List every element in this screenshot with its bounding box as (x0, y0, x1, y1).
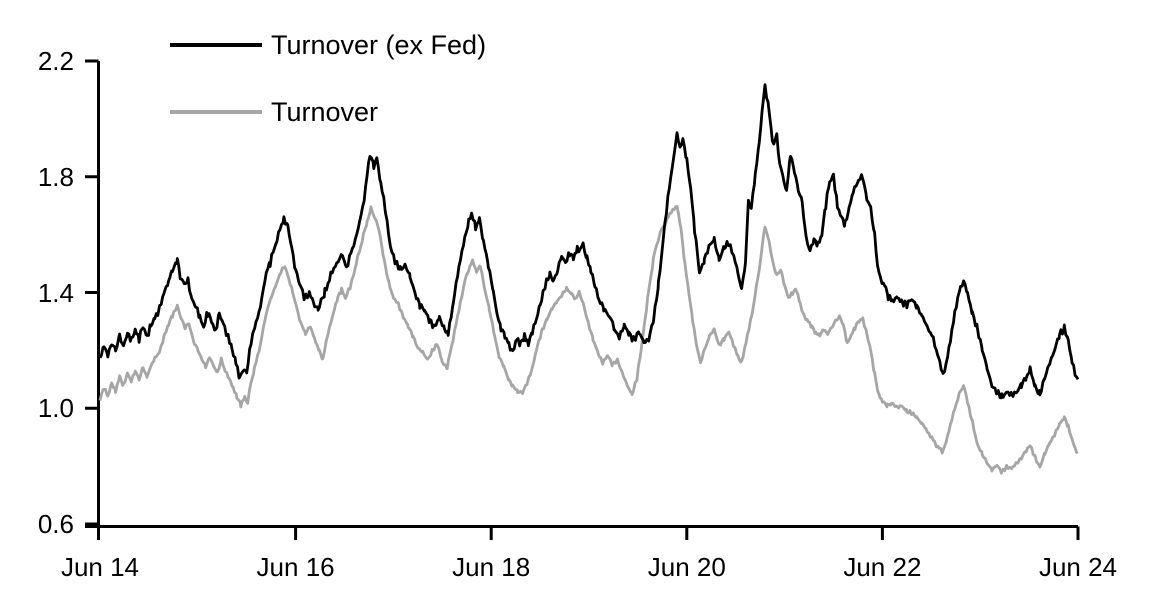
axes (85, 59, 1080, 540)
x-tick-label-jun-24: Jun 24 (1038, 552, 1118, 582)
x-tick-label-jun-14: Jun 14 (60, 552, 140, 582)
y-tick-label-2.2: 2.2 (37, 46, 74, 76)
x-tick-label-jun-22: Jun 22 (843, 552, 922, 582)
legend-line-swatch-black (170, 43, 262, 47)
x-tick-label-jun-18: Jun 18 (452, 552, 531, 582)
legend: Turnover (ex Fed) Turnover (170, 28, 486, 162)
axis-lines-and-ticks (85, 59, 1080, 540)
y-tick-label-1.0: 1.0 (37, 393, 74, 424)
x-tick-label-jun-20: Jun 20 (647, 552, 726, 582)
legend-entry-turnover: Turnover (170, 95, 486, 129)
legend-entry-turnover-ex-fed: Turnover (ex Fed) (170, 28, 486, 62)
x-tick-label-jun-16: Jun 16 (256, 552, 335, 582)
legend-line-swatch-gray (170, 110, 262, 114)
series-line-turnover (98, 204, 1079, 475)
y-tick-label-0.6: 0.6 (37, 509, 74, 539)
y-tick-label-1.4: 1.4 (37, 277, 74, 308)
legend-label-turnover: Turnover (271, 97, 379, 127)
series-lines (98, 83, 1080, 475)
legend-label-turnover-ex-fed: Turnover (ex Fed) (271, 30, 487, 60)
series-line-turnover-ex-fed (98, 83, 1080, 400)
y-tick-label-1.8: 1.8 (37, 161, 74, 192)
